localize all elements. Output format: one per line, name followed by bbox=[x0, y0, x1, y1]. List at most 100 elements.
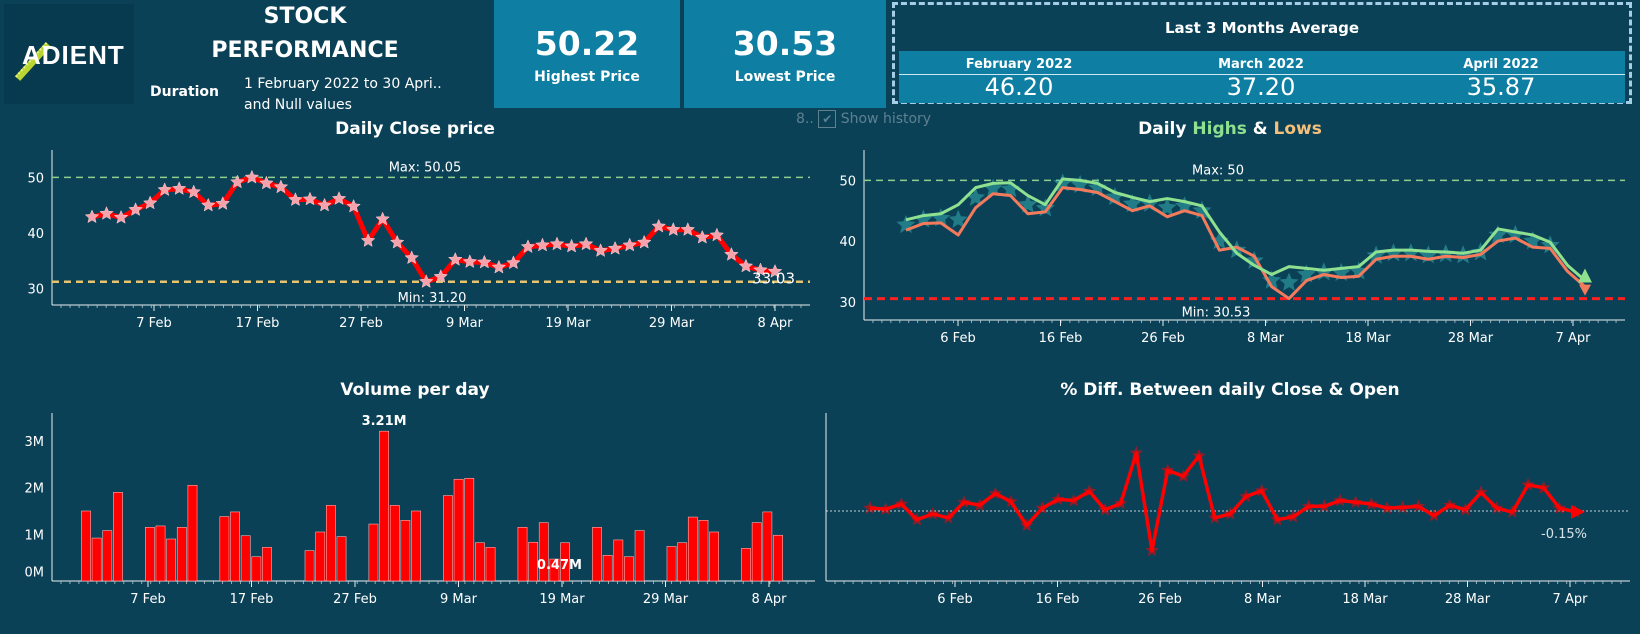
close-price-point bbox=[665, 222, 681, 236]
checkbox-icon[interactable]: ✔ bbox=[818, 110, 837, 128]
max-label: Max: 50 bbox=[1192, 163, 1244, 178]
average-month-label: April 2022 bbox=[1463, 57, 1539, 72]
volume-bar bbox=[262, 547, 272, 582]
average-band: February 2022 46.20 March 2022 37.20 Apr… bbox=[899, 51, 1625, 103]
volume-bar bbox=[155, 525, 166, 582]
volume-bar bbox=[113, 492, 123, 582]
min-label: Min: 31.20 bbox=[398, 291, 467, 306]
diff-point bbox=[863, 501, 877, 514]
duration-label: Duration bbox=[150, 84, 220, 100]
close-price-point bbox=[535, 237, 550, 252]
x-tick-label: 16 Feb bbox=[1036, 592, 1080, 607]
volume-bar bbox=[453, 478, 464, 582]
diff-chart-title: % Diff. Between daily Close & Open bbox=[1060, 380, 1400, 400]
volume-bar bbox=[315, 531, 326, 582]
close-price-point bbox=[317, 197, 332, 212]
lowest-price-value: 30.53 bbox=[732, 24, 838, 63]
y-tick-label: 2M bbox=[25, 482, 45, 497]
lows-line bbox=[905, 186, 1586, 301]
average-month: February 2022 46.20 bbox=[919, 57, 1119, 101]
close-price-point bbox=[360, 233, 376, 247]
close-price-point bbox=[84, 209, 100, 224]
close-price-point bbox=[578, 236, 594, 251]
title-line-1: STOCK bbox=[263, 4, 347, 29]
range-marker bbox=[1122, 194, 1142, 213]
close-chart-title: Daily Close price bbox=[335, 119, 495, 139]
y-tick-label: 30 bbox=[839, 296, 856, 311]
close-price-point bbox=[418, 274, 434, 288]
close-price-point bbox=[651, 218, 667, 233]
volume-bar bbox=[144, 527, 155, 582]
min-volume-label: 0.47M bbox=[537, 558, 582, 573]
close-price-point bbox=[142, 195, 158, 210]
three-month-average-panel[interactable]: Last 3 Months Average February 2022 46.2… bbox=[892, 2, 1632, 104]
close-price-point bbox=[288, 192, 303, 207]
highs-end-marker bbox=[1578, 268, 1592, 283]
close-price-point bbox=[171, 181, 187, 195]
x-tick-label: 6 Feb bbox=[940, 331, 975, 346]
highest-price-label: Highest Price bbox=[534, 69, 640, 85]
max-volume-label: 3.21M bbox=[362, 414, 407, 429]
show-history-toggle[interactable]: 8.. ✔ Show history bbox=[796, 110, 931, 128]
volume-bar bbox=[751, 522, 762, 582]
diff-line bbox=[869, 451, 1576, 553]
x-tick-label: 7 Feb bbox=[130, 592, 165, 607]
volume-bar bbox=[187, 485, 198, 582]
x-tick-label: 29 Mar bbox=[643, 592, 689, 607]
y-tick-label: 1M bbox=[25, 528, 45, 543]
y-tick-label: 40 bbox=[839, 235, 856, 250]
x-tick-label: 26 Feb bbox=[1141, 331, 1185, 346]
average-month-label: March 2022 bbox=[1218, 57, 1304, 72]
highest-price-value: 50.22 bbox=[534, 24, 640, 63]
y-tick-label: 50 bbox=[27, 172, 44, 187]
volume-bar bbox=[677, 542, 688, 582]
title-amp: & bbox=[1246, 119, 1274, 139]
close-price-point bbox=[491, 259, 507, 274]
y-tick-label: 3M bbox=[25, 435, 45, 450]
close-price-point bbox=[375, 211, 390, 226]
volume-bar bbox=[336, 536, 347, 582]
range-marker bbox=[1488, 225, 1508, 244]
close-price-point bbox=[230, 174, 245, 189]
close-price-point bbox=[753, 262, 768, 277]
volume-bar bbox=[549, 558, 560, 582]
highs-lows-chart: 30 40 50 Max: 50 Min: 30.53 6 Feb 16 Feb 26 Feb… bbox=[839, 150, 1625, 346]
range-marker bbox=[966, 187, 986, 206]
close-price-point bbox=[186, 184, 202, 199]
last-diff-label: -0.15% bbox=[1541, 527, 1587, 542]
close-price-point bbox=[767, 263, 783, 278]
volume-bar bbox=[528, 541, 539, 582]
x-tick-label: 27 Feb bbox=[339, 316, 383, 331]
volume-bar bbox=[592, 527, 602, 582]
range-marker bbox=[1227, 240, 1247, 259]
volume-bar bbox=[411, 510, 421, 582]
logo-text: ADIENT bbox=[22, 40, 125, 70]
volume-bar bbox=[81, 510, 91, 582]
volume-bar bbox=[538, 522, 549, 582]
close-price-point bbox=[99, 206, 114, 220]
close-price-point bbox=[215, 196, 231, 210]
range-marker bbox=[1279, 272, 1299, 291]
range-marker bbox=[1349, 261, 1369, 280]
close-price-point bbox=[447, 251, 463, 266]
close-price-point bbox=[331, 191, 347, 205]
duration-filter[interactable]: 1 February 2022 to 30 Apri.. and Null va… bbox=[244, 74, 464, 116]
volume-bar bbox=[389, 505, 400, 582]
logo: ADIENT bbox=[4, 4, 134, 104]
x-tick-label: 29 Mar bbox=[649, 316, 695, 331]
show-history-count: 8.. bbox=[796, 111, 814, 127]
average-title: Last 3 Months Average bbox=[1164, 19, 1360, 37]
close-price-point bbox=[724, 246, 739, 261]
close-price-point bbox=[259, 175, 274, 190]
close-price-point bbox=[607, 240, 623, 255]
diff-end-marker bbox=[1571, 504, 1585, 519]
average-month-value: 35.87 bbox=[1466, 73, 1536, 101]
x-tick-label: 7 Apr bbox=[1556, 331, 1592, 346]
y-tick-label: 0M bbox=[25, 566, 45, 581]
volume-bar bbox=[368, 523, 379, 582]
range-marker bbox=[948, 209, 968, 228]
close-price-point bbox=[302, 191, 318, 206]
max-label: Max: 50.05 bbox=[389, 160, 462, 175]
last-value-label: 33.03 bbox=[752, 270, 795, 288]
volume-bar bbox=[91, 537, 102, 582]
